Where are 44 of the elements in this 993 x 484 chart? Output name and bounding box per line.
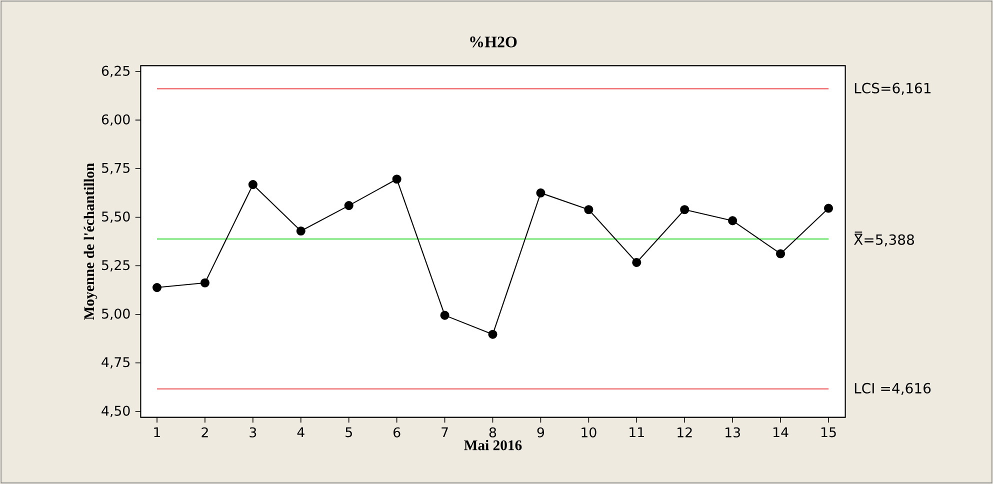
point <box>152 282 162 292</box>
point <box>824 204 834 213</box>
chart-title: %H2O <box>470 36 517 48</box>
y-axis-title: Moyenne de l'échantillon <box>84 163 98 320</box>
ref-line-label: LCS=6,161 <box>854 82 931 95</box>
x-tick-label: 2 <box>202 427 208 438</box>
y-tick-label: 5,00 <box>102 308 130 320</box>
y-tick-label: 5,25 <box>102 260 130 272</box>
x-tick-label: 1 <box>154 427 160 438</box>
y-tick-label: 4,75 <box>102 357 130 369</box>
point <box>488 330 498 339</box>
point <box>248 180 258 190</box>
x-tick-label: 12 <box>678 427 692 438</box>
x-tick-label: 4 <box>297 427 304 438</box>
x-tick-label: 14 <box>774 427 788 438</box>
y-tick-label: 6,00 <box>102 114 130 126</box>
point <box>584 205 594 214</box>
point <box>536 188 546 198</box>
y-tick-label: 5,75 <box>102 163 130 174</box>
x-tick-label: 3 <box>250 427 256 438</box>
y-tick-label: 4,50 <box>102 406 130 418</box>
x-tick-label: 10 <box>582 427 596 438</box>
x-tick-label: 9 <box>537 427 544 438</box>
x-tick-label: 5 <box>346 427 352 438</box>
ref-line-label: LCI =4,616 <box>854 382 931 395</box>
point <box>200 278 210 288</box>
x-tick-label: 8 <box>489 427 496 438</box>
x-tick-label: 7 <box>442 427 448 438</box>
y-tick-label: 5,50 <box>102 211 130 223</box>
x-tick-label: 11 <box>630 427 644 438</box>
ref-line-label: X̿=5,388 <box>854 232 914 246</box>
point <box>296 226 306 236</box>
y-tick-label: 6,25 <box>102 66 130 78</box>
point <box>344 201 354 210</box>
x-tick-label: 13 <box>726 427 740 438</box>
point <box>632 258 642 268</box>
x-tick-label: 15 <box>821 427 836 438</box>
x-axis-title: Mai 2016 <box>464 440 522 450</box>
point <box>680 205 690 214</box>
point <box>776 249 786 258</box>
point <box>440 310 450 320</box>
point <box>728 216 738 226</box>
point <box>392 174 402 184</box>
x-tick-label: 6 <box>394 427 400 438</box>
